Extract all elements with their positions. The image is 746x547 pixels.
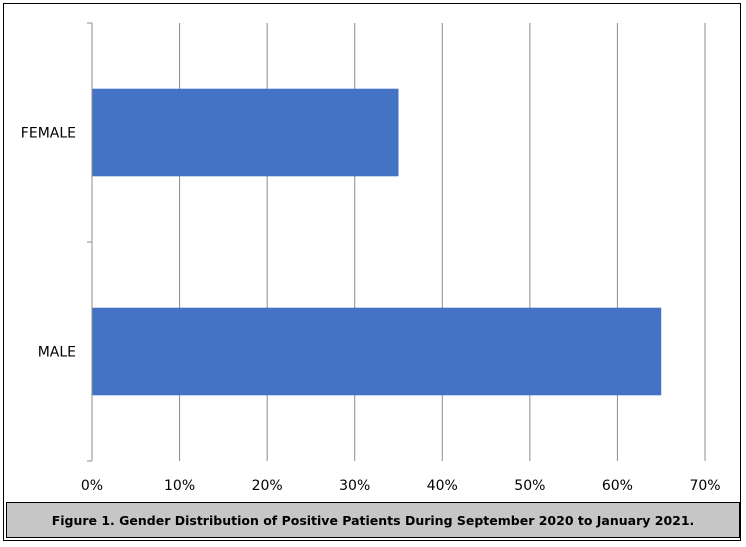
category-label: FEMALE [21,126,76,142]
bars [92,88,662,396]
x-tick-label: 70% [689,478,720,494]
x-tick-label: 50% [514,478,545,494]
bar-chart: 0% 10% 20% 30% 40% 50% 60% 70% FEMALE MALE [21,22,721,494]
figure-caption-box: Figure 1. Gender Distribution of Positiv… [6,502,740,538]
x-tick-label: 0% [81,478,103,494]
x-tick-label: 30% [339,478,370,494]
x-tick-label: 60% [602,478,633,494]
x-tick-labels: 0% 10% 20% 30% 40% 50% 60% 70% [81,478,721,494]
figure-caption: Figure 1. Gender Distribution of Positiv… [51,512,695,528]
category-labels: FEMALE MALE [21,126,76,361]
x-tick-label: 10% [164,478,195,494]
y-axis [87,22,93,462]
bar-female [92,88,399,177]
x-tick-label: 20% [252,478,283,494]
x-tick-label: 40% [427,478,458,494]
category-label: MALE [38,345,76,361]
bar-male [92,307,662,396]
